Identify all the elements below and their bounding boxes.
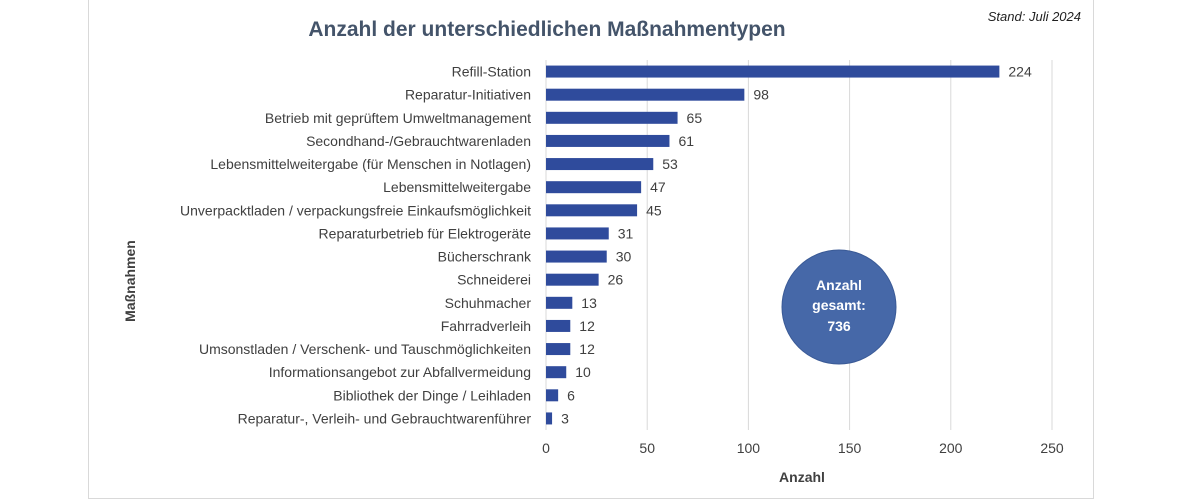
bar bbox=[546, 204, 638, 217]
x-tick-label: 50 bbox=[639, 440, 655, 456]
category-label: Unverpacktladen / verpackungsfreie Einka… bbox=[180, 202, 531, 218]
total-bubble: Anzahl gesamt: 736 bbox=[781, 249, 897, 365]
data-label: 47 bbox=[650, 179, 666, 195]
bar bbox=[546, 158, 654, 171]
data-label: 45 bbox=[646, 202, 662, 218]
data-label: 30 bbox=[616, 249, 632, 265]
category-label: Schneiderei bbox=[457, 272, 531, 288]
category-label: Refill-Station bbox=[452, 64, 531, 80]
category-label: Reparaturbetrieb für Elektrogeräte bbox=[319, 225, 532, 241]
bar bbox=[546, 88, 745, 101]
data-label: 10 bbox=[575, 364, 591, 380]
data-label: 6 bbox=[567, 387, 575, 403]
bar bbox=[546, 65, 1000, 78]
bar bbox=[546, 134, 670, 147]
category-label: Schuhmacher bbox=[445, 295, 532, 311]
total-circle bbox=[781, 249, 897, 365]
total-line-1: Anzahl bbox=[816, 277, 862, 293]
category-label: Lebensmittelweitergabe bbox=[383, 179, 531, 195]
data-label: 12 bbox=[579, 341, 595, 357]
data-label: 224 bbox=[1008, 64, 1032, 80]
bar bbox=[546, 412, 553, 425]
x-tick-label: 150 bbox=[838, 440, 862, 456]
category-label: Lebensmittelweitergabe (für Menschen in … bbox=[210, 156, 531, 172]
category-label: Secondhand-/Gebrauchtwarenladen bbox=[306, 133, 531, 149]
y-axis-title: Maßnahmen bbox=[122, 240, 138, 322]
category-label: Bücherschrank bbox=[438, 249, 532, 265]
bar bbox=[546, 111, 678, 124]
x-tick-label: 250 bbox=[1040, 440, 1064, 456]
data-label: 3 bbox=[561, 410, 569, 426]
data-label: 31 bbox=[618, 225, 634, 241]
bar bbox=[546, 227, 609, 240]
bar bbox=[546, 366, 567, 379]
bar bbox=[546, 296, 573, 309]
bar bbox=[546, 389, 559, 402]
category-label: Fahrradverleih bbox=[441, 318, 531, 334]
chart-frame: Refill-Station 224 Reparatur-Initiativen 98… bbox=[88, 0, 1094, 499]
category-label: Reparatur-, Verleih- und Gebrauchtwarenf… bbox=[238, 410, 532, 426]
chart-title: Anzahl der unterschiedlichen Maßnahmenty… bbox=[308, 18, 785, 41]
bar bbox=[546, 181, 642, 194]
x-tick-label: 100 bbox=[737, 440, 761, 456]
bar bbox=[546, 343, 571, 356]
category-label: Betrieb mit geprüftem Umweltmanagement bbox=[265, 110, 531, 126]
data-label: 61 bbox=[678, 133, 694, 149]
x-axis-title: Anzahl bbox=[779, 469, 825, 485]
category-label: Reparatur-Initiativen bbox=[405, 87, 531, 103]
bar-layer bbox=[546, 65, 1000, 425]
data-label: 13 bbox=[581, 295, 597, 311]
data-label: 26 bbox=[608, 272, 624, 288]
category-label: Bibliothek der Dinge / Leihladen bbox=[333, 387, 531, 403]
x-tick-label: 0 bbox=[542, 440, 550, 456]
bar bbox=[546, 319, 571, 332]
bar-chart: Refill-Station 224 Reparatur-Initiativen 98… bbox=[122, 9, 1081, 485]
category-label: Informationsangebot zur Abfallvermeidung bbox=[269, 364, 531, 380]
total-value: 736 bbox=[827, 318, 851, 334]
category-label: Umsonstladen / Verschenk- und Tauschmögl… bbox=[199, 341, 531, 357]
data-label: 12 bbox=[579, 318, 595, 334]
label-layer: Refill-Station 224 Reparatur-Initiativen 98… bbox=[180, 64, 1032, 427]
bar bbox=[546, 273, 599, 286]
data-label: 98 bbox=[753, 87, 769, 103]
data-label: 53 bbox=[662, 156, 678, 172]
tick-layer: 0 50 100 150 200 250 bbox=[542, 440, 1064, 456]
stand-date: Stand: Juli 2024 bbox=[988, 9, 1081, 24]
data-label: 65 bbox=[687, 110, 703, 126]
bar bbox=[546, 250, 607, 263]
total-line-2: gesamt: bbox=[812, 297, 866, 313]
x-tick-label: 200 bbox=[939, 440, 963, 456]
